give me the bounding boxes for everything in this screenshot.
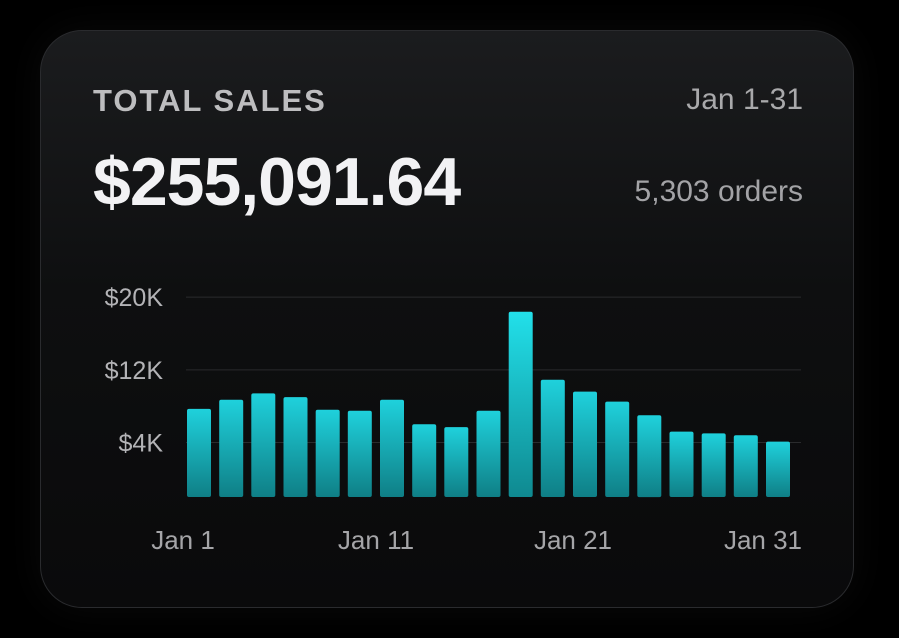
bars-layer <box>187 311 790 498</box>
bar-jan-11[interactable] <box>508 311 533 497</box>
bar-jan-17[interactable] <box>701 433 726 497</box>
bar-jan-12[interactable] <box>540 379 565 497</box>
card-title: TOTAL SALES <box>93 83 327 118</box>
bar-jan-9[interactable] <box>444 427 469 497</box>
bar-jan-14[interactable] <box>605 401 630 497</box>
orders-count: 5,303 orders <box>634 175 803 208</box>
x-tick-label: Jan 1 <box>151 525 215 555</box>
x-tick-label: Jan 31 <box>724 525 802 555</box>
x-tick-label: Jan 11 <box>338 525 414 555</box>
bar-jan-15[interactable] <box>637 415 662 498</box>
y-tick-label: $4K <box>119 430 164 458</box>
bar-jan-8[interactable] <box>412 424 437 497</box>
total-sales-value: $255,091.64 <box>93 144 461 220</box>
bar-jan-13[interactable] <box>573 391 597 497</box>
sales-bar-chart: $20K $12K $4K Jan 1 Jan 11 Jan 21 Jan 31 <box>105 284 802 555</box>
bar-jan-1[interactable] <box>187 408 211 497</box>
y-tick-label: $12K <box>105 357 164 385</box>
bar-jan-5[interactable] <box>315 409 340 497</box>
bar-jan-10[interactable] <box>476 410 501 497</box>
sales-card: TOTAL SALES Jan 1-31 $255,091.64 5,303 o… <box>40 30 854 608</box>
date-range[interactable]: Jan 1-31 <box>686 83 803 116</box>
bar-jan-18[interactable] <box>733 435 758 497</box>
y-tick-label: $20K <box>105 284 164 312</box>
y-axis-ticks: $20K $12K $4K <box>105 284 164 457</box>
bar-jan-4[interactable] <box>283 397 308 497</box>
x-axis-ticks: Jan 1 Jan 11 Jan 21 Jan 31 <box>151 525 802 555</box>
x-tick-label: Jan 21 <box>534 525 612 555</box>
bar-jan-16[interactable] <box>669 431 694 497</box>
bar-jan-2[interactable] <box>219 399 244 497</box>
bar-jan-3[interactable] <box>251 393 276 497</box>
bar-jan-7[interactable] <box>380 399 404 497</box>
bar-jan-19[interactable] <box>766 441 790 497</box>
bar-jan-6[interactable] <box>347 410 372 497</box>
